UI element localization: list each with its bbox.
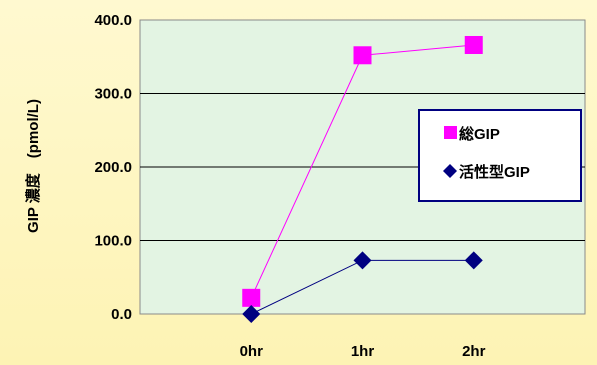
y-tick-label: 400.0 [94,12,132,29]
y-axis-ticks: 0.0 100.0 200.0 300.0 400.0 [94,12,132,323]
data-point-diamond [242,305,261,323]
legend-label: 総GIP [459,125,500,143]
y-axis-title: GIP 濃度 (pmol/L) [24,99,42,233]
y-tick-label: 100.0 [94,233,132,250]
y-tick-label: 0.0 [111,306,132,323]
series-layer [242,35,483,323]
x-tick-label: 2hr [462,343,486,360]
legend-swatch-diamond [443,164,457,178]
data-point-square [353,46,372,65]
legend-box [418,109,582,202]
y-tick-label: 300.0 [94,86,132,103]
data-point-diamond [353,251,372,270]
legend-label: 活性型GIP [459,163,530,181]
x-tick-label: 1hr [351,343,375,360]
x-tick-label: 0hr [240,343,264,360]
data-point-square [464,35,483,54]
data-point-diamond [464,251,483,270]
legend-swatch-square [444,126,457,139]
data-point-square [242,288,261,307]
legend: 総GIP 活性型GIP [418,109,582,202]
y-tick-label: 200.0 [94,159,132,176]
x-axis-ticks: 0hr 1hr 2hr [240,343,486,360]
